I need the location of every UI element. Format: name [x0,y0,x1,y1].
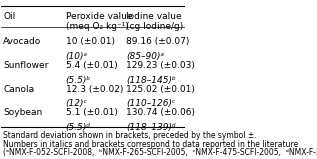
Text: (110–126)ᶜ: (110–126)ᶜ [126,99,175,108]
Text: Sunflower: Sunflower [3,61,49,70]
Text: Oil: Oil [3,12,16,21]
Text: Iodine value
(cg Iodine/g): Iodine value (cg Iodine/g) [126,12,183,31]
Text: (118–139)ᵈ: (118–139)ᵈ [126,123,176,132]
Text: (5.5)ᵇ: (5.5)ᵇ [66,76,91,85]
Text: 129.23 (±0.03): 129.23 (±0.03) [126,61,195,70]
Text: 5.1 (±0.01): 5.1 (±0.01) [66,108,117,117]
Text: (85–90)ᵃ: (85–90)ᵃ [126,52,164,61]
Text: 130.74 (±0.06): 130.74 (±0.06) [126,108,195,117]
Text: Soybean: Soybean [3,108,42,117]
Text: 12.3 (±0.02): 12.3 (±0.02) [66,85,123,93]
Text: (5.5)ᵈ: (5.5)ᵈ [66,123,91,132]
Text: (10)ᵃ: (10)ᵃ [66,52,87,61]
Text: Standard deviation shown in brackets, preceded by the symbol ±.: Standard deviation shown in brackets, pr… [3,131,257,140]
Text: Avocado: Avocado [3,37,42,46]
Text: (118–145)ᵇ: (118–145)ᵇ [126,76,176,85]
Text: 89.16 (±0.07): 89.16 (±0.07) [126,37,189,46]
Text: Numbers in italics and brackets correspond to data reported in the literature: Numbers in italics and brackets correspo… [3,140,299,149]
Text: 125.02 (±0.01): 125.02 (±0.01) [126,85,195,93]
Text: 10 (±0.01): 10 (±0.01) [66,37,114,46]
Text: Canola: Canola [3,85,34,93]
Text: 5.4 (±0.01): 5.4 (±0.01) [66,61,117,70]
Text: (ᵃNMX-F-052-SCFI-2008,  ᵇNMX-F-265-SCFI-2005,  ᶜNMX-F-475-SCFI-2005,  ᵈNMX-F-252: (ᵃNMX-F-052-SCFI-2008, ᵇNMX-F-265-SCFI-2… [3,148,317,157]
Text: (12)ᶜ: (12)ᶜ [66,99,87,108]
Text: Peroxide value
(meq O₂ kg⁻¹): Peroxide value (meq O₂ kg⁻¹) [66,12,132,31]
